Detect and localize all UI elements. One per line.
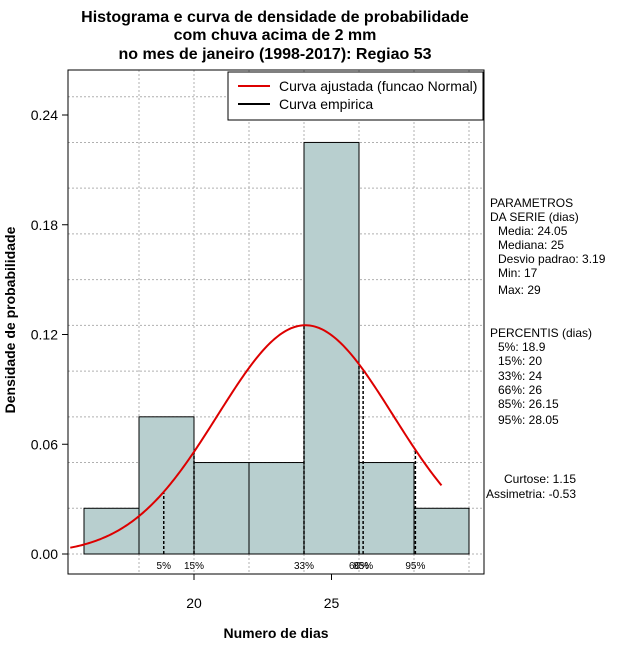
histogram-bar	[358, 462, 415, 555]
y-tick-label: 0.24	[31, 107, 58, 123]
histogram-bar	[303, 141, 360, 555]
y-tick-label: 0.12	[31, 327, 58, 343]
pct-33: 33%: 24	[498, 369, 542, 383]
x-tick-label: 20	[186, 595, 202, 611]
percentile-label: 15%	[184, 561, 204, 572]
y-tick-label: 0.06	[31, 436, 58, 452]
y-axis-label: Densidade de probabilidade	[2, 226, 18, 413]
x-tick-label: 25	[324, 595, 340, 611]
normal-curve	[70, 324, 443, 549]
histogram-bar	[193, 462, 250, 555]
legend-label-empirical: Curva empirica	[279, 96, 373, 112]
histogram-bar	[248, 462, 305, 555]
y-tick-label: 0.18	[31, 217, 58, 233]
chart-title-line-3: no mes de janeiro (1998-2017): Regiao 53	[118, 46, 431, 63]
param-max: Max: 29	[498, 283, 541, 297]
pct-66: 66%: 26	[498, 383, 542, 397]
chart-title-line-2: com chuva acima de 2 mm	[174, 27, 377, 44]
percentiles-title: PERCENTIS (dias)	[490, 326, 592, 340]
chart-title-line-1: Histograma e curva de densidade de proba…	[81, 9, 469, 26]
shape-stats-panel: Curtose: 1.15 Assimetria: -0.53	[486, 472, 576, 501]
plot-frame	[67, 69, 485, 575]
assimetria: Assimetria: -0.53	[486, 487, 576, 501]
parameters-title-1: PARAMETROS	[490, 196, 573, 210]
param-min: Min: 17	[498, 266, 538, 280]
histogram-bar	[83, 507, 140, 555]
percentile-markers: 5% 15% 33% 66%85% 95%	[157, 325, 425, 572]
x-axis: 20 25	[186, 574, 339, 611]
param-mediana: Mediana: 25	[498, 238, 564, 252]
y-tick-label: 0.00	[31, 546, 58, 562]
percentiles-panel: PERCENTIS (dias) 5%: 18.9 15%: 20 33%: 2…	[490, 326, 592, 427]
legend: Curva ajustada (funcao Normal) Curva emp…	[227, 71, 484, 121]
pct-5: 5%: 18.9	[498, 340, 546, 354]
curtose: Curtose: 1.15	[504, 472, 576, 486]
legend-box	[227, 71, 484, 121]
legend-label-fitted: Curva ajustada (funcao Normal)	[279, 78, 477, 94]
pct-85: 85%: 26.15	[498, 397, 559, 411]
percentile-label: 66%	[349, 561, 369, 572]
y-axis: 0.00 0.06 0.12 0.18 0.24	[31, 107, 68, 562]
histogram-bar	[413, 507, 470, 555]
percentile-label: 5%	[157, 561, 172, 572]
percentile-label: 95%	[405, 561, 425, 572]
parameters-panel: PARAMETROS DA SERIE (dias) Media: 24.05 …	[490, 196, 606, 297]
x-axis-label: Numero de dias	[223, 625, 328, 641]
pct-95: 95%: 28.05	[498, 413, 559, 427]
param-desvio: Desvio padrao: 3.19	[498, 252, 606, 266]
parameters-title-2: DA SERIE (dias)	[490, 210, 579, 224]
pct-15: 15%: 20	[498, 354, 542, 368]
histogram-bars	[83, 141, 470, 555]
param-media: Media: 24.05	[498, 224, 568, 238]
histogram-bar	[138, 416, 195, 555]
percentile-label: 85%	[353, 561, 373, 572]
percentile-label: 33%	[294, 561, 314, 572]
